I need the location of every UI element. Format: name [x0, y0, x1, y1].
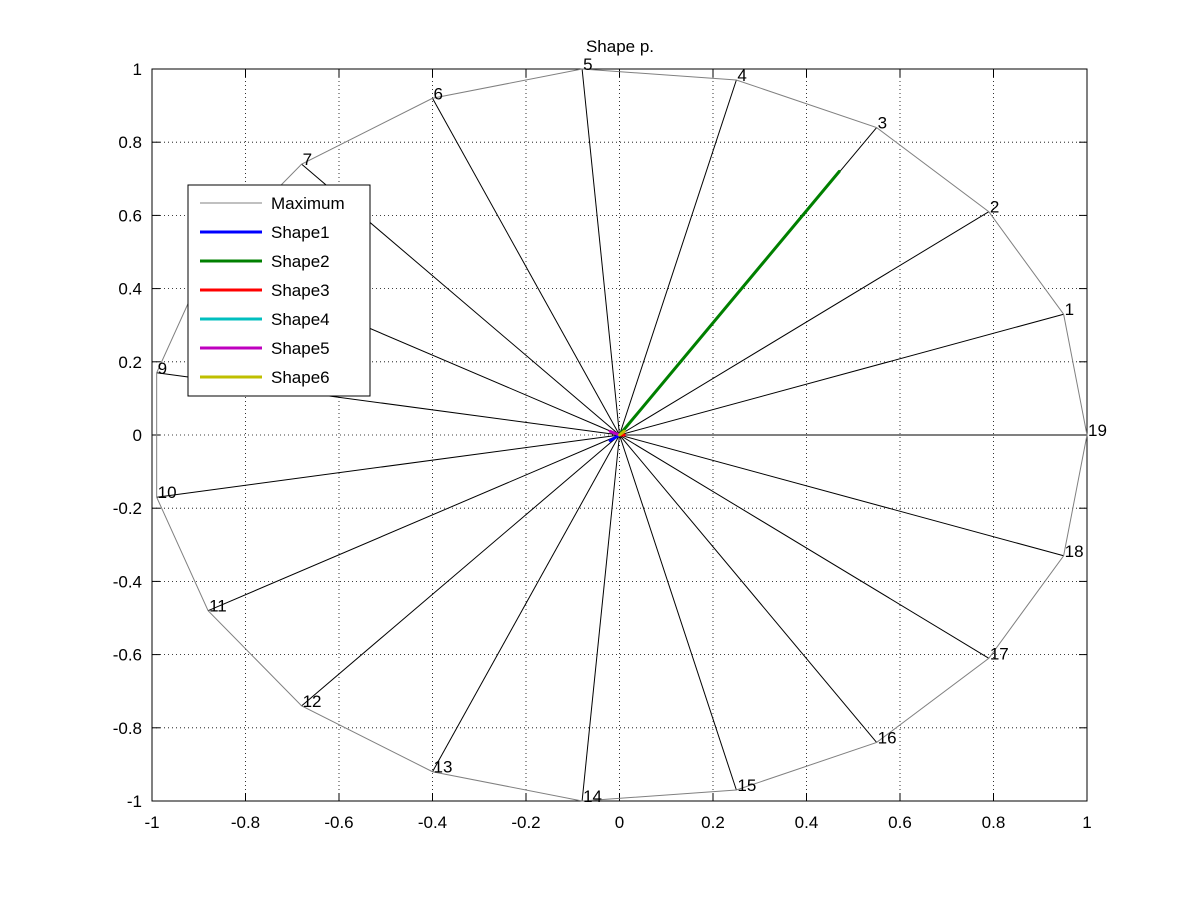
legend: Maximum Shape1 Shape2 Shape3 Shape4 Shape5 Sha… — [187, 184, 371, 397]
point-label: 3 — [878, 114, 887, 133]
legend-label: Shape4 — [271, 310, 330, 329]
point-label: 11 — [209, 597, 227, 616]
spoke — [581, 68, 620, 436]
x-tick-label: 0 — [615, 813, 624, 832]
spoke — [619, 434, 990, 659]
spoke — [619, 434, 878, 743]
spoke — [619, 434, 1064, 557]
spoke — [581, 434, 620, 802]
point-label: 13 — [434, 758, 453, 777]
x-tick-label: -0.6 — [324, 813, 353, 832]
x-tick-label: 0.6 — [888, 813, 912, 832]
spoke — [432, 434, 620, 772]
point-label: 5 — [583, 55, 592, 74]
legend-label: Shape6 — [271, 368, 330, 387]
legend-label: Shape5 — [271, 339, 330, 358]
spoke — [432, 98, 620, 436]
spoke — [207, 434, 620, 612]
point-label: 19 — [1088, 421, 1107, 440]
x-tick-label: 0.8 — [982, 813, 1006, 832]
x-tick-label: -0.8 — [231, 813, 260, 832]
shape-line — [608, 429, 621, 437]
chart-title: Shape p. — [586, 37, 654, 56]
legend-label: Maximum — [271, 194, 345, 213]
legend-label: Shape2 — [271, 252, 330, 271]
y-tick-label: -0.8 — [113, 719, 142, 738]
point-label: 17 — [990, 644, 1009, 663]
spoke — [156, 434, 620, 498]
point-label: 1 — [1065, 300, 1074, 319]
x-tick-label: -0.4 — [418, 813, 447, 832]
point-label: 10 — [158, 483, 177, 502]
legend-label: Shape3 — [271, 281, 330, 300]
spoke — [619, 211, 990, 436]
point-label: 4 — [737, 66, 746, 85]
x-tick-label: 0.2 — [701, 813, 725, 832]
y-tick-label: -0.4 — [113, 572, 142, 591]
y-tick-label: 0.4 — [118, 280, 142, 299]
point-label: 7 — [303, 150, 312, 169]
x-tick-label: 0.4 — [795, 813, 819, 832]
shape-line — [618, 169, 841, 437]
point-label: 15 — [737, 776, 756, 795]
y-tick-label: 0 — [133, 426, 142, 445]
spoke — [619, 434, 737, 791]
point-label: 12 — [303, 692, 322, 711]
y-tick-label: -0.2 — [113, 499, 142, 518]
y-tick-label: -0.6 — [113, 646, 142, 665]
legend-label: Shape1 — [271, 223, 330, 242]
y-tick-label: 1 — [133, 60, 142, 79]
spoke — [619, 313, 1064, 436]
point-label: 6 — [434, 84, 443, 103]
point-label: 9 — [158, 359, 167, 378]
x-tick-label: -0.2 — [511, 813, 540, 832]
x-tick-label: 1 — [1082, 813, 1091, 832]
y-tick-label: 0.2 — [118, 353, 142, 372]
point-label: 18 — [1065, 542, 1084, 561]
spoke — [301, 434, 620, 707]
y-tick-label: 0.6 — [118, 206, 142, 225]
y-tick-label: 0.8 — [118, 133, 142, 152]
x-tick-label: -1 — [144, 813, 159, 832]
point-label: 14 — [583, 787, 602, 806]
y-tick-label: -1 — [127, 792, 142, 811]
point-label: 2 — [990, 198, 999, 217]
spoke — [619, 79, 737, 436]
shape-line — [618, 429, 626, 437]
maximum-outline — [156, 68, 1088, 802]
point-label: 16 — [878, 728, 897, 747]
